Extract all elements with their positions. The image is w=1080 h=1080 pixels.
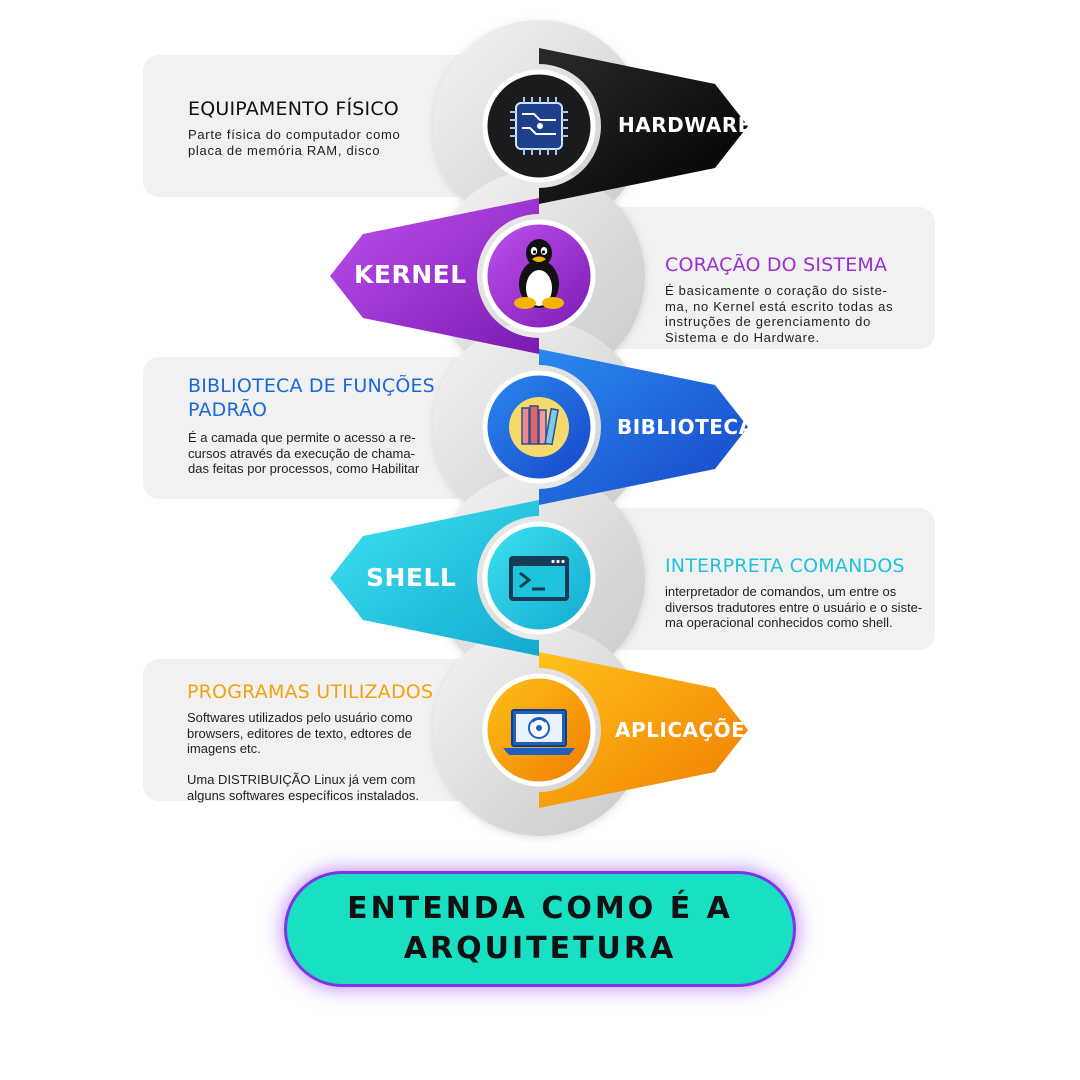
ribbon-kernel <box>330 198 539 354</box>
cpu-chip-icon <box>510 97 568 155</box>
books-icon <box>509 397 569 457</box>
card-hardware: EQUIPAMENTO FÍSICO Parte física do compu… <box>188 97 488 158</box>
terminal-window-icon <box>509 556 569 601</box>
tux-penguin-icon <box>514 239 564 309</box>
card-text-kernel: É basicamente o coração do siste- ma, no… <box>665 283 894 345</box>
card-aplicacoes: PROGRAMAS UTILIZADOS Softwares utilizado… <box>187 680 447 803</box>
card-text-shell: interpretador de comandos, um entre os d… <box>665 584 923 630</box>
card-kernel: CORAÇÃO DO SISTEMA É basicamente o coraç… <box>665 253 930 345</box>
card-shell: INTERPRETA COMANDOS interpretador de com… <box>665 554 930 631</box>
ribbon-aplicacoes <box>539 652 748 808</box>
card-text-aplicacoes: Softwares utilizados pelo usuário como b… <box>187 710 419 803</box>
label-aplicacoes: APLICAÇÕES <box>615 718 761 742</box>
cta-line-2: ARQUITETURA <box>403 931 677 966</box>
card-title-biblioteca: BIBLIOTECA DE FUNÇÕES PADRÃO <box>188 375 435 421</box>
label-shell: SHELL <box>366 563 457 592</box>
card-title-aplicacoes: PROGRAMAS UTILIZADOS <box>187 681 434 703</box>
card-title-hardware: EQUIPAMENTO FÍSICO <box>188 98 399 120</box>
card-text-hardware: Parte física do computador como placa de… <box>188 127 401 158</box>
card-text-biblioteca: É a camada que permite o acesso a re- cu… <box>188 430 420 476</box>
card-biblioteca: BIBLIOTECA DE FUNÇÕES PADRÃO É a camada … <box>188 374 448 477</box>
cta-line-1: ENTENDA COMO É A <box>347 891 733 926</box>
card-title-shell: INTERPRETA COMANDOS <box>665 555 905 577</box>
ribbon-shell <box>330 500 539 656</box>
ribbon-biblioteca <box>539 349 748 505</box>
label-biblioteca: BIBLIOTECA <box>617 415 755 439</box>
label-kernel: KERNEL <box>354 260 467 289</box>
cta-banner[interactable]: ENTENDA COMO É A ARQUITETURA <box>287 874 793 984</box>
label-hardware: HARDWARE <box>618 113 752 137</box>
ribbon-hardware <box>539 48 748 204</box>
card-title-kernel: CORAÇÃO DO SISTEMA <box>665 254 888 276</box>
laptop-disc-icon <box>503 709 575 755</box>
